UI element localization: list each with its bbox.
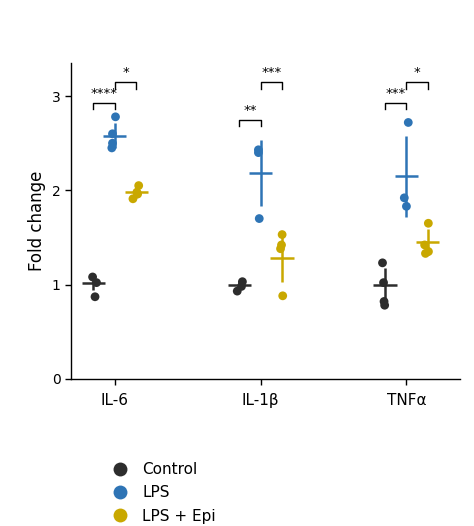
Text: ***: *** [385,87,406,100]
Point [255,215,263,223]
Point [109,129,116,138]
Point [134,190,141,198]
Point [237,282,245,290]
Text: **: ** [243,104,256,117]
Point [277,245,284,253]
Point [108,144,116,152]
Point [381,301,389,309]
Point [401,194,408,202]
Point [421,241,428,249]
Point [278,230,286,239]
Point [380,278,387,287]
Point [133,188,141,196]
Text: *: * [414,66,420,79]
Y-axis label: Fold change: Fold change [28,171,46,271]
Point [422,249,429,258]
Legend: Control, LPS, LPS + Epi: Control, LPS, LPS + Epi [98,456,222,526]
Point [404,118,412,127]
Point [135,181,143,190]
Text: ***: *** [261,66,282,79]
Point [278,241,285,249]
Point [279,291,286,300]
Point [425,247,432,256]
Point [234,287,241,295]
Point [91,292,99,301]
Point [129,195,137,203]
Point [402,202,410,210]
Point [380,297,388,306]
Point [255,148,262,157]
Point [89,273,96,281]
Point [425,219,432,227]
Point [255,146,262,154]
Text: ****: **** [91,87,118,100]
Text: *: * [122,66,129,79]
Point [238,278,246,286]
Point [112,113,119,121]
Point [109,139,116,147]
Point [379,259,386,267]
Point [93,278,100,287]
